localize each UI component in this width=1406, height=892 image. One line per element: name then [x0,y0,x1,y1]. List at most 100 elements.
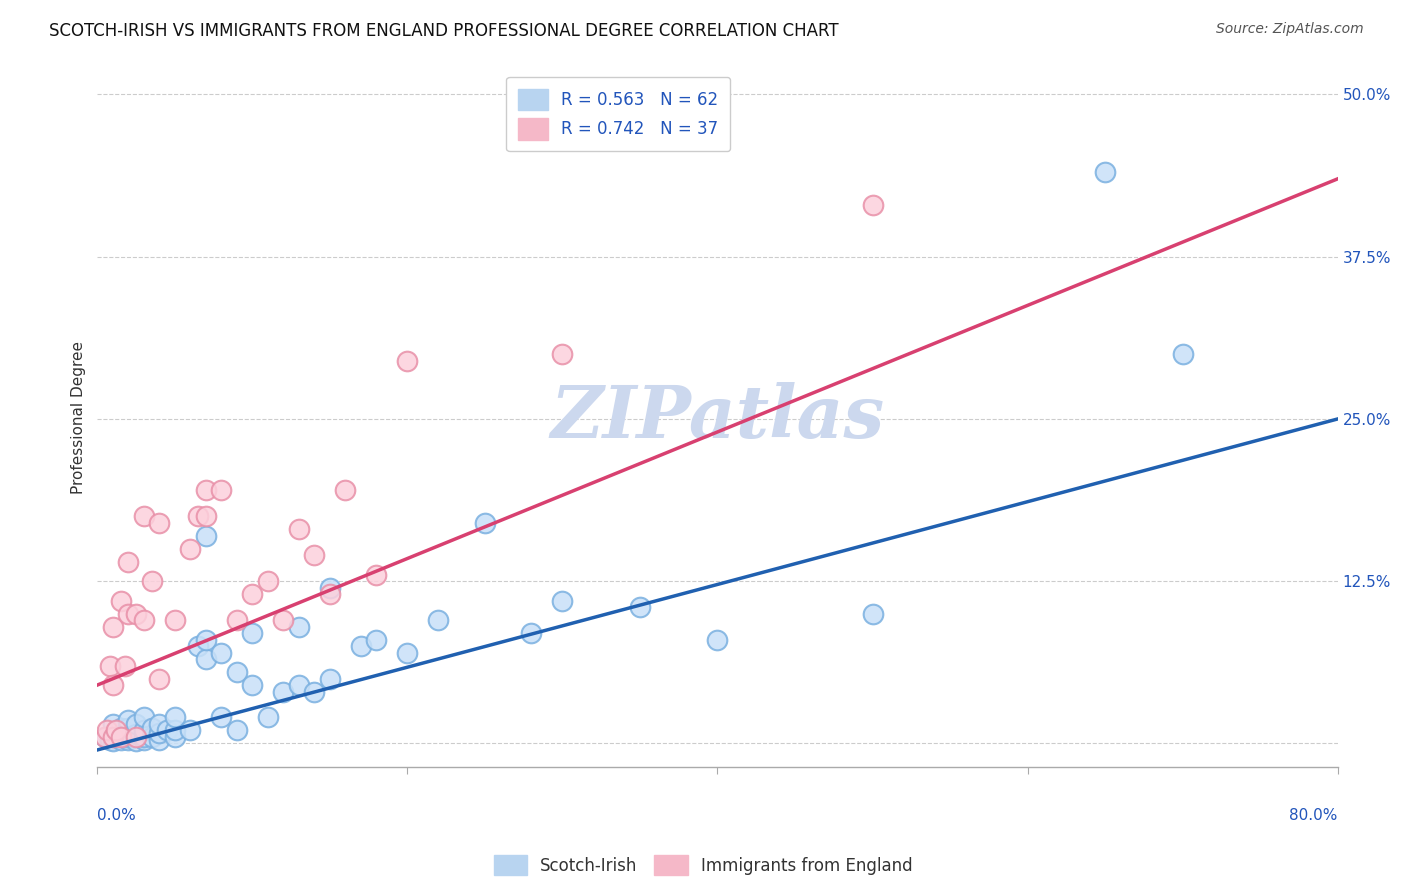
Point [98,732,121,747]
Point [148,672,170,686]
Point [156,723,179,738]
Point [304,684,326,698]
Point [110,593,132,607]
Point [117,713,139,727]
Point [114,658,136,673]
Point [117,721,139,735]
Point [148,717,170,731]
Point [96,723,118,738]
Point [148,516,170,530]
Point [366,632,388,647]
Point [110,730,132,744]
Point [396,353,419,368]
Point [551,593,574,607]
Point [101,678,124,692]
Point [163,730,186,744]
Point [242,678,264,692]
Point [225,665,247,679]
Point [132,509,155,524]
Point [141,730,163,744]
Point [101,717,124,731]
Point [132,732,155,747]
Point [125,727,148,741]
Point [288,522,311,536]
Point [117,730,139,744]
Point [427,613,450,627]
Point [194,509,217,524]
Point [132,710,155,724]
Point [242,587,264,601]
Legend: R = 0.563   N = 62, R = 0.742   N = 37: R = 0.563 N = 62, R = 0.742 N = 37 [506,77,730,152]
Point [257,710,280,724]
Point [117,732,139,747]
Point [104,723,127,738]
Point [209,710,232,724]
Point [148,732,170,747]
Point [319,581,342,595]
Point [114,731,136,746]
Point [350,639,373,653]
Point [125,717,148,731]
Point [125,730,148,744]
Point [125,734,148,748]
Point [148,726,170,740]
Point [304,548,326,562]
Point [194,529,217,543]
Point [862,198,884,212]
Point [101,730,124,744]
Point [117,726,139,740]
Point [273,613,295,627]
Point [225,613,247,627]
Point [288,620,311,634]
Point [104,730,127,744]
Point [288,678,311,692]
Point [862,607,884,621]
Point [396,646,419,660]
Text: Source: ZipAtlas.com: Source: ZipAtlas.com [1216,22,1364,37]
Point [187,509,209,524]
Point [273,684,295,698]
Point [225,723,247,738]
Legend: Scotch-Irish, Immigrants from England: Scotch-Irish, Immigrants from England [485,847,921,884]
Point [319,672,342,686]
Point [520,626,543,640]
Point [209,483,232,498]
Point [474,516,496,530]
Text: SCOTCH-IRISH VS IMMIGRANTS FROM ENGLAND PROFESSIONAL DEGREE CORRELATION CHART: SCOTCH-IRISH VS IMMIGRANTS FROM ENGLAND … [49,22,839,40]
Point [110,732,132,747]
Point [366,567,388,582]
Point [120,729,142,743]
Point [319,587,342,601]
Point [163,613,186,627]
Point [94,730,117,744]
Point [179,723,201,738]
Point [179,541,201,556]
Point [706,632,728,647]
Point [1094,165,1116,179]
Point [101,620,124,634]
Point [335,483,357,498]
Point [163,723,186,738]
Point [125,607,148,621]
Point [163,710,186,724]
Point [132,730,155,744]
Point [1171,347,1194,361]
Point [110,727,132,741]
Point [132,613,155,627]
Point [117,555,139,569]
Point [628,600,651,615]
Point [194,483,217,498]
Point [132,723,155,738]
Point [242,626,264,640]
Point [101,734,124,748]
Point [257,574,280,589]
Point [101,726,124,740]
Point [141,574,163,589]
Point [98,658,121,673]
Point [187,639,209,653]
Y-axis label: Professional Degree: Professional Degree [72,341,86,494]
Point [551,347,574,361]
Point [110,721,132,735]
Text: 80.0%: 80.0% [1289,808,1337,823]
Point [94,730,117,744]
